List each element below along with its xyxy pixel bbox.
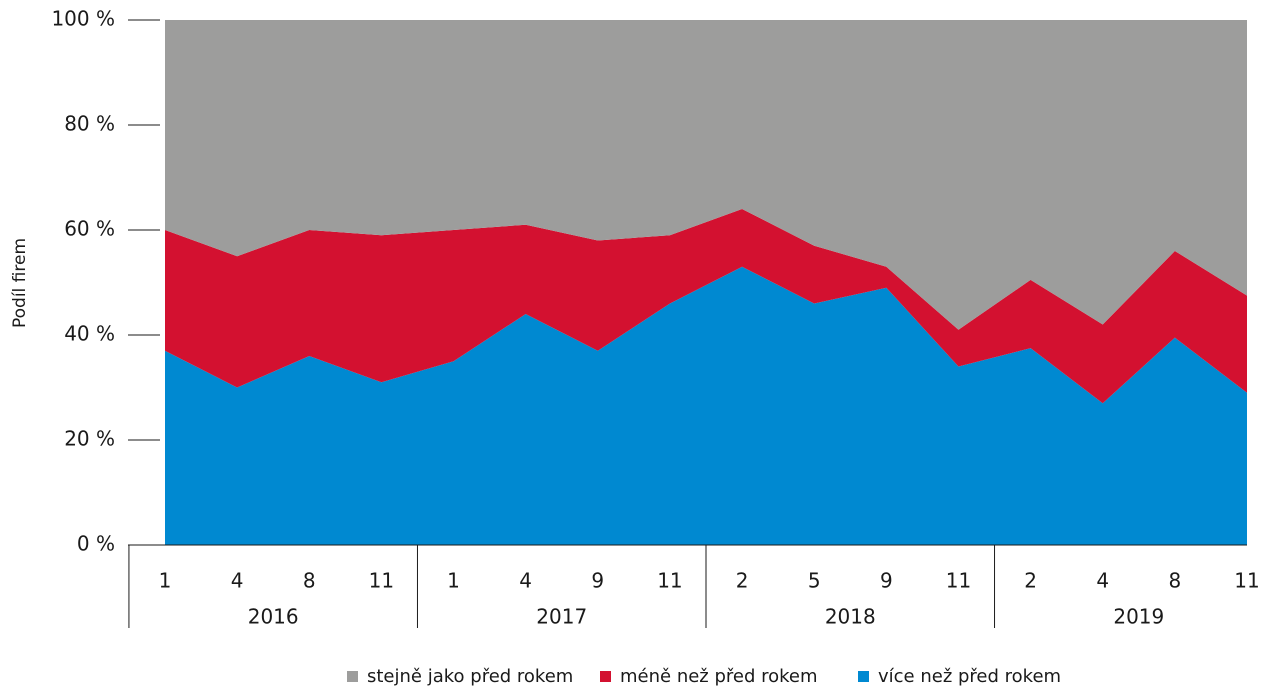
y-tick-label: 20 % (64, 427, 115, 451)
x-tick-label: 2 (736, 569, 749, 593)
x-tick-label: 9 (591, 569, 604, 593)
x-tick-label: 4 (519, 569, 532, 593)
legend-swatch (600, 671, 611, 682)
group-label: 2016 (248, 605, 299, 629)
y-tick-label: 0 % (77, 532, 115, 556)
legend-label: stejně jako před rokem (367, 666, 573, 686)
y-tick-label: 100 % (51, 7, 115, 31)
y-tick-label: 60 % (64, 217, 115, 241)
x-tick-label: 11 (1234, 569, 1259, 593)
x-tick-label: 9 (880, 569, 893, 593)
y-tick-label: 40 % (64, 322, 115, 346)
group-label: 2018 (825, 605, 876, 629)
group-label: 2019 (1113, 605, 1164, 629)
legend-swatch (347, 671, 358, 682)
group-label: 2017 (536, 605, 587, 629)
x-tick-label: 4 (1096, 569, 1109, 593)
x-tick-label: 1 (159, 569, 172, 593)
area (165, 20, 1247, 330)
x-tick-label: 1 (447, 569, 460, 593)
legend-label: více než před rokem (878, 666, 1061, 686)
x-tick-label: 11 (657, 569, 682, 593)
x-tick-label: 8 (303, 569, 316, 593)
y-axis-label: Podíl firem (10, 238, 30, 328)
y-tick-label: 80 % (64, 112, 115, 136)
x-tick-label: 11 (369, 569, 394, 593)
x-tick-label: 8 (1168, 569, 1181, 593)
legend-label: méně než před rokem (620, 666, 818, 686)
area (165, 209, 1247, 404)
x-tick-label: 11 (946, 569, 971, 593)
x-tick-label: 4 (231, 569, 244, 593)
x-tick-label: 5 (808, 569, 821, 593)
legend-swatch (858, 671, 869, 682)
x-tick-label: 2 (1024, 569, 1037, 593)
area (165, 266, 1247, 545)
